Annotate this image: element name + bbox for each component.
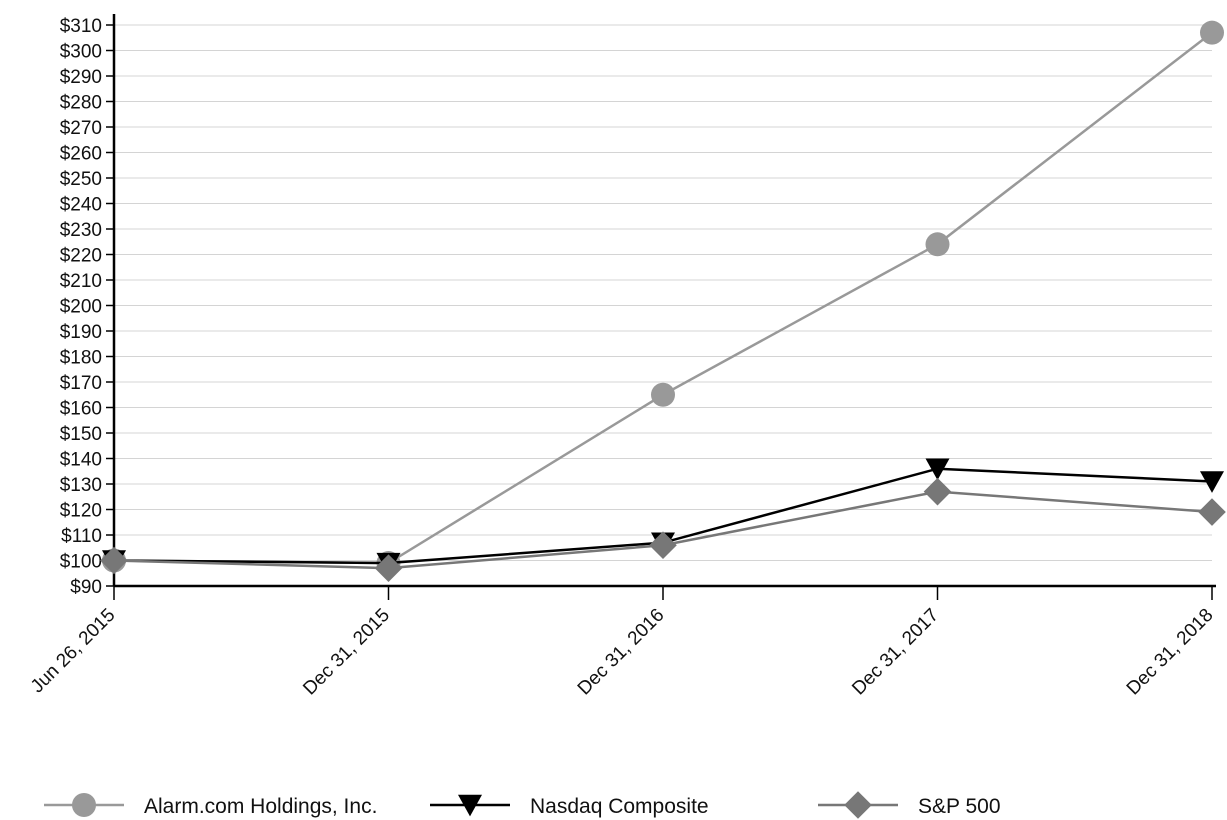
y-tick-label: $150 — [60, 424, 102, 445]
series-circle — [102, 20, 1224, 576]
y-tick-label: $170 — [60, 373, 102, 394]
y-tick-label: $160 — [60, 399, 102, 420]
legend: Alarm.com Holdings, Inc. Nasdaq Composite… — [44, 791, 1001, 819]
y-tick-label: $210 — [60, 271, 102, 292]
diamond-marker — [923, 477, 952, 506]
y-tick-label: $280 — [60, 93, 102, 114]
x-tick-label: Dec 31, 2018 — [1123, 605, 1218, 700]
y-tick-label: $100 — [60, 552, 102, 573]
diamond-marker — [1198, 498, 1226, 526]
circle-marker — [925, 232, 950, 257]
triangle-marker — [925, 458, 950, 481]
y-tick-label: $310 — [60, 16, 102, 37]
y-tick-label: $120 — [60, 501, 102, 522]
y-axis-ticks: $90 $100 $110 $120 $130 $140 $150 $160 $170 $180 $… — [60, 16, 114, 598]
triangle-marker — [1200, 471, 1224, 493]
series-group — [100, 20, 1226, 582]
legend-item: Nasdaq Composite — [430, 794, 709, 818]
y-tick-label: $240 — [60, 195, 102, 216]
circle-marker — [1200, 20, 1224, 45]
x-tick-label: Dec 31, 2016 — [574, 605, 669, 700]
triangle-marker — [458, 794, 482, 817]
y-tick-label: $110 — [61, 526, 102, 547]
y-tick-label: $290 — [60, 67, 102, 88]
circle-marker — [72, 793, 96, 817]
diamond-marker — [100, 546, 128, 575]
legend-label: Nasdaq Composite — [530, 795, 709, 818]
y-tick-label: $130 — [60, 475, 102, 496]
y-tick-label: $220 — [60, 246, 102, 267]
x-axis-ticks: Jun 26, 2015 Dec 31, 2015 Dec 31, 2016 Dec … — [27, 586, 1218, 699]
gridlines — [114, 24, 1212, 587]
legend-label: S&P 500 — [918, 795, 1001, 818]
y-tick-label: $250 — [60, 169, 102, 190]
y-tick-label: $270 — [60, 118, 102, 139]
series-line — [113, 31, 1213, 565]
diamond-marker — [649, 531, 677, 559]
y-tick-label: $200 — [60, 297, 102, 318]
y-tick-label: $140 — [60, 450, 102, 471]
x-tick-label: Jun 26, 2015 — [27, 605, 120, 698]
y-tick-label: $300 — [60, 42, 102, 63]
legend-item: S&P 500 — [818, 791, 1001, 819]
y-tick-label: $90 — [70, 577, 102, 598]
y-tick-label: $260 — [60, 144, 102, 165]
x-tick-label: Dec 31, 2015 — [299, 605, 394, 700]
legend-item: Alarm.com Holdings, Inc. — [44, 793, 377, 818]
y-tick-label: $230 — [60, 220, 102, 241]
x-tick-label: Dec 31, 2017 — [848, 605, 943, 700]
legend-label: Alarm.com Holdings, Inc. — [144, 795, 377, 818]
circle-marker — [651, 382, 675, 407]
diamond-marker — [374, 554, 403, 582]
diamond-marker — [844, 791, 872, 819]
y-tick-label: $190 — [60, 322, 102, 343]
series-diamond — [100, 477, 1226, 582]
y-tick-label: $180 — [60, 348, 102, 369]
